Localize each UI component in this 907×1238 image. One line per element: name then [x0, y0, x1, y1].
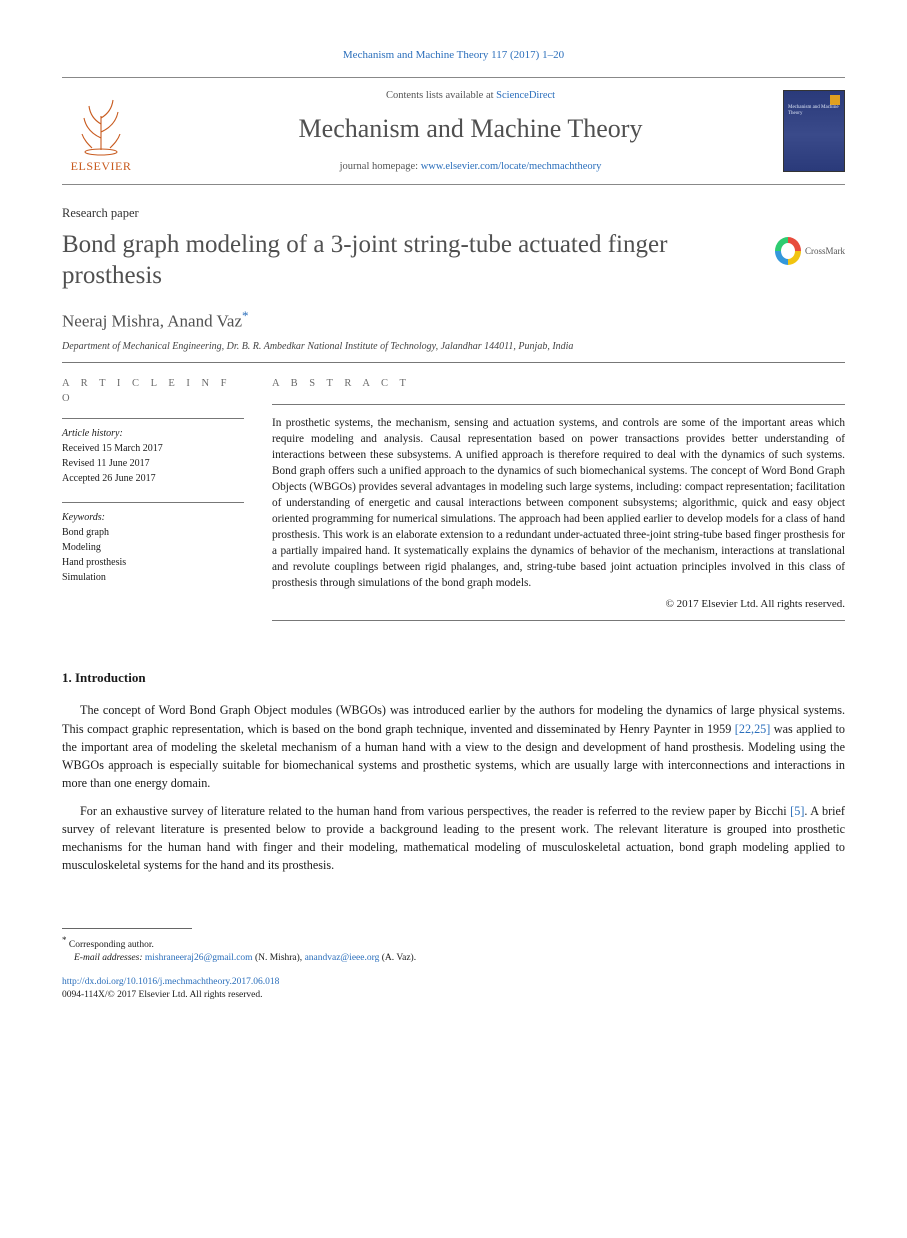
banner-center: Contents lists available at ScienceDirec… — [158, 89, 783, 175]
email-2-link[interactable]: anandvaz@ieee.org — [305, 953, 380, 963]
page-container: Mechanism and Machine Theory 117 (2017) … — [0, 0, 907, 1042]
doi-link[interactable]: http://dx.doi.org/10.1016/j.mechmachtheo… — [62, 977, 279, 987]
para2-text-a: For an exhaustive survey of literature r… — [80, 804, 790, 818]
abstract-heading: a b s t r a c t — [272, 377, 845, 392]
keyword-3: Hand prosthesis — [62, 556, 244, 570]
corresponding-symbol: * — [242, 308, 249, 323]
journal-name: Mechanism and Machine Theory — [158, 111, 783, 147]
intro-para-2: For an exhaustive survey of literature r… — [62, 802, 845, 874]
info-rule-2 — [62, 502, 244, 503]
authors-names: Neeraj Mishra, Anand Vaz — [62, 312, 242, 331]
keywords-label: Keywords: — [62, 511, 244, 525]
elsevier-logo: ELSEVIER — [62, 88, 140, 174]
citation-22-25[interactable]: [22,25] — [735, 722, 771, 736]
email-1-link[interactable]: mishraneeraj26@gmail.com — [145, 953, 253, 963]
crossmark-label: CrossMark — [805, 245, 845, 258]
abstract-column: a b s t r a c t In prosthetic systems, t… — [272, 377, 845, 621]
title-row: Bond graph modeling of a 3-joint string-… — [62, 229, 845, 292]
article-type: Research paper — [62, 205, 845, 223]
abstract-text: In prosthetic systems, the mechanism, se… — [272, 415, 845, 591]
keyword-4: Simulation — [62, 571, 244, 585]
corresponding-label: Corresponding author. — [69, 940, 154, 950]
article-title: Bond graph modeling of a 3-joint string-… — [62, 229, 759, 292]
email-2-who: (A. Vaz). — [382, 953, 416, 963]
article-info-heading: a r t i c l e i n f o — [62, 377, 244, 406]
footnote-rule — [62, 928, 192, 929]
affiliation-rule — [62, 362, 845, 363]
history-accepted: Accepted 26 June 2017 — [62, 472, 244, 486]
history-revised: Revised 11 June 2017 — [62, 457, 244, 471]
journal-banner: ELSEVIER Contents lists available at Sci… — [62, 78, 845, 185]
section-1-heading: 1. Introduction — [62, 669, 845, 687]
affiliation: Department of Mechanical Engineering, Dr… — [62, 340, 845, 354]
abstract-rule-top — [272, 404, 845, 405]
para1-text-a: The concept of Word Bond Graph Object mo… — [62, 703, 845, 735]
crossmark-icon — [775, 237, 801, 265]
sciencedirect-link[interactable]: ScienceDirect — [496, 90, 555, 101]
email-footnote: E-mail addresses: mishraneeraj26@gmail.c… — [62, 952, 845, 965]
contents-available-line: Contents lists available at ScienceDirec… — [158, 89, 783, 104]
citation-link[interactable]: Mechanism and Machine Theory 117 (2017) … — [343, 49, 564, 61]
info-rule-1 — [62, 418, 244, 419]
history-received: Received 15 March 2017 — [62, 442, 244, 456]
history-label: Article history: — [62, 427, 244, 441]
keyword-2: Modeling — [62, 541, 244, 555]
footnote-symbol: * — [62, 935, 67, 945]
email-1-who: (N. Mishra), — [255, 953, 302, 963]
cover-thumb-text: Mechanism and Machine Theory — [788, 105, 840, 116]
elsevier-wordmark: ELSEVIER — [71, 159, 132, 173]
running-citation: Mechanism and Machine Theory 117 (2017) … — [62, 48, 845, 63]
crossmark-badge[interactable]: CrossMark — [775, 229, 845, 273]
article-info-column: a r t i c l e i n f o Article history: R… — [62, 377, 244, 621]
email-label: E-mail addresses: — [74, 953, 143, 963]
intro-para-1: The concept of Word Bond Graph Object mo… — [62, 701, 845, 791]
keyword-1: Bond graph — [62, 526, 244, 540]
homepage-prefix: journal homepage: — [340, 161, 421, 172]
corresponding-author-footnote: * Corresponding author. — [62, 934, 845, 952]
contents-prefix: Contents lists available at — [386, 90, 496, 101]
abstract-copyright: © 2017 Elsevier Ltd. All rights reserved… — [272, 597, 845, 612]
author-list: Neeraj Mishra, Anand Vaz* — [62, 307, 845, 333]
homepage-line: journal homepage: www.elsevier.com/locat… — [158, 160, 783, 175]
issn-copyright-line: 0094-114X/© 2017 Elsevier Ltd. All right… — [62, 989, 845, 1002]
abstract-rule-bottom — [272, 620, 845, 621]
homepage-link[interactable]: www.elsevier.com/locate/mechmachtheory — [421, 161, 602, 172]
doi-line: http://dx.doi.org/10.1016/j.mechmachtheo… — [62, 976, 845, 989]
citation-5[interactable]: [5] — [790, 804, 804, 818]
info-abstract-row: a r t i c l e i n f o Article history: R… — [62, 377, 845, 621]
journal-cover-thumb: Mechanism and Machine Theory — [783, 90, 845, 172]
